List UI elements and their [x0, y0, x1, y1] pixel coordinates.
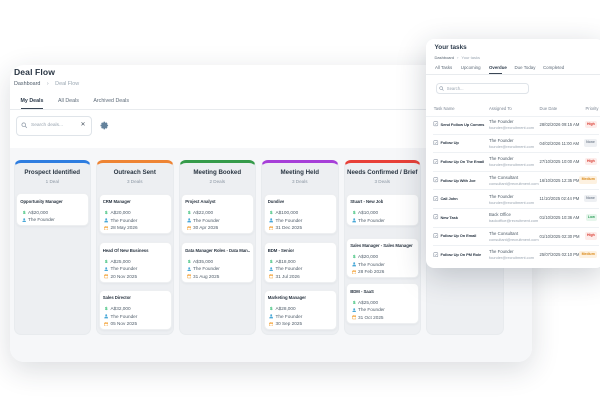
svg-text:$: $ — [105, 210, 108, 214]
svg-text:$: $ — [270, 306, 273, 310]
svg-text:$: $ — [105, 259, 108, 263]
svg-text:$: $ — [352, 254, 355, 258]
svg-text:$: $ — [270, 259, 273, 263]
svg-text:$: $ — [352, 300, 355, 304]
svg-text:$: $ — [105, 306, 108, 310]
svg-text:$: $ — [22, 210, 25, 214]
svg-text:$: $ — [270, 210, 273, 214]
svg-text:$: $ — [187, 259, 190, 263]
svg-text:$: $ — [187, 210, 190, 214]
svg-text:$: $ — [352, 210, 355, 214]
